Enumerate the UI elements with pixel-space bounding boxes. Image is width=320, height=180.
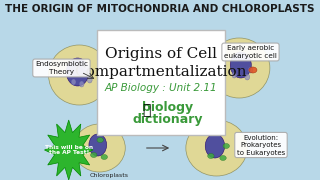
Ellipse shape [208,38,270,98]
Ellipse shape [74,124,125,172]
Text: dictionary: dictionary [132,112,203,125]
Circle shape [66,58,89,86]
Circle shape [87,77,92,83]
Ellipse shape [49,45,110,105]
Ellipse shape [249,67,257,73]
Text: biology: biology [142,100,193,114]
Text: Compartmentalization: Compartmentalization [75,65,247,79]
Text: This will be on
the AP Test!: This will be on the AP Test! [45,145,93,155]
Polygon shape [44,120,93,180]
Text: Early aerobic
eukaryotic cell: Early aerobic eukaryotic cell [224,45,277,59]
Text: THE ORIGIN OF MITOCHONDRIA AND CHLOROPLASTS: THE ORIGIN OF MITOCHONDRIA AND CHLOROPLA… [5,4,315,14]
Circle shape [232,72,237,78]
Ellipse shape [223,143,229,148]
Ellipse shape [208,154,214,159]
Text: 🌱: 🌱 [142,103,150,117]
Text: Origins of Cell: Origins of Cell [105,47,217,61]
Ellipse shape [101,154,108,159]
Circle shape [83,64,88,70]
Circle shape [205,134,225,158]
Text: AP Biology : Unit 2.11: AP Biology : Unit 2.11 [105,83,217,93]
Circle shape [79,81,84,87]
Circle shape [230,52,251,78]
Circle shape [248,67,253,73]
Ellipse shape [186,120,247,176]
Text: Endosymbiotic
Theory: Endosymbiotic Theory [35,61,88,75]
Ellipse shape [97,138,103,143]
Text: Evolution:
Prokaryotes
to Eukaryotes: Evolution: Prokaryotes to Eukaryotes [237,134,285,156]
Ellipse shape [91,152,97,158]
Circle shape [245,74,250,80]
Circle shape [89,134,107,156]
FancyBboxPatch shape [97,30,225,135]
Ellipse shape [220,156,226,161]
Text: Chloroplasts: Chloroplasts [90,172,129,177]
Circle shape [71,79,76,85]
